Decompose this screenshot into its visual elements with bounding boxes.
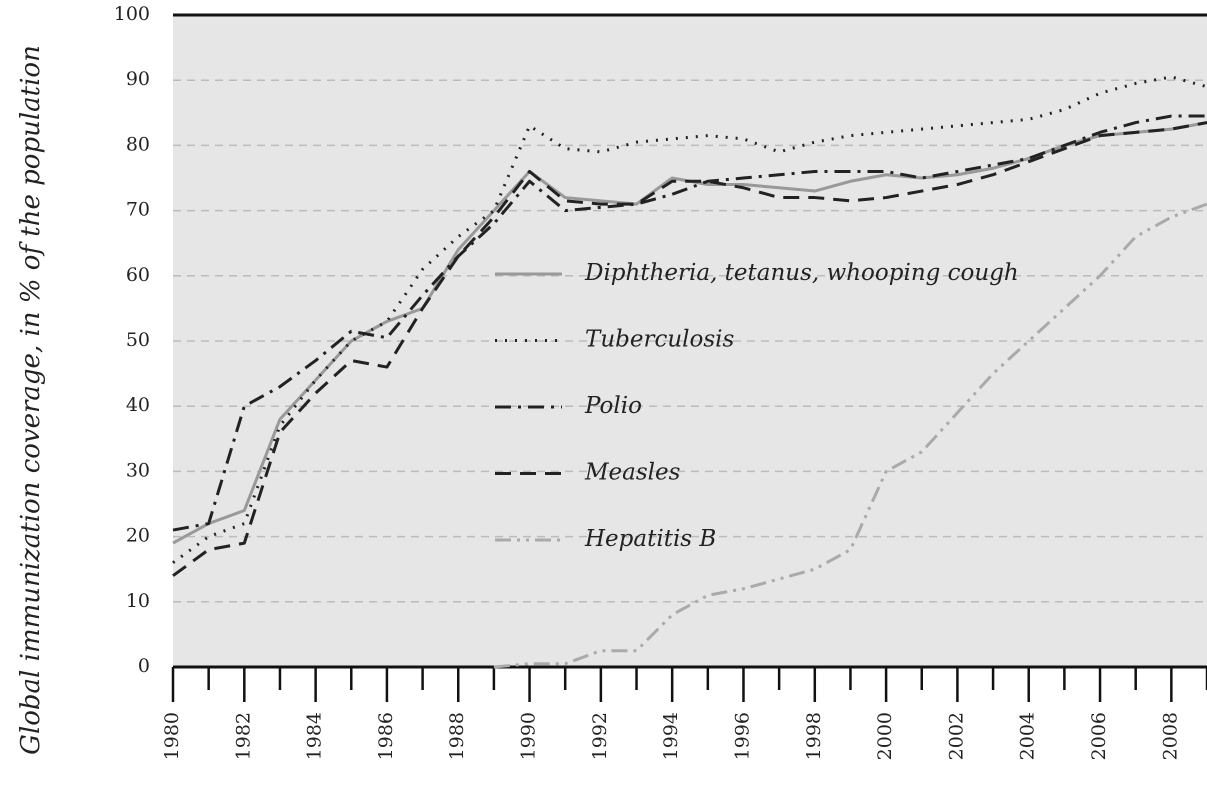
legend-label: Hepatitis B bbox=[584, 526, 716, 552]
x-tick-label: 1986 bbox=[375, 712, 397, 760]
x-tick-label: 1992 bbox=[589, 712, 611, 760]
series-line bbox=[172, 114, 1207, 532]
x-tick-label: 1996 bbox=[731, 712, 753, 760]
series-line bbox=[172, 121, 1207, 577]
legend-label: Diphtheria, tetanus, whooping cough bbox=[584, 260, 1019, 286]
x-tick-label: 2004 bbox=[1017, 712, 1039, 760]
y-tick-label: 30 bbox=[126, 459, 150, 481]
y-tick-label: 90 bbox=[126, 68, 150, 90]
y-axis-label: Global immunization coverage, in % of th… bbox=[16, 45, 46, 755]
x-tick-label: 2000 bbox=[874, 712, 896, 760]
y-tick-label: 60 bbox=[126, 264, 150, 286]
y-tick-label: 0 bbox=[138, 655, 150, 677]
x-tick-label: 1994 bbox=[660, 712, 682, 760]
y-tick-label: 20 bbox=[126, 525, 150, 547]
x-tick-label: 1998 bbox=[803, 712, 825, 760]
x-tick-label: 1980 bbox=[161, 712, 183, 760]
y-tick-label: 50 bbox=[126, 329, 150, 351]
x-tick-label: 2006 bbox=[1088, 712, 1110, 760]
legend-label: Tuberculosis bbox=[585, 327, 735, 353]
x-tick-label: 2008 bbox=[1159, 712, 1181, 760]
x-tick-label: 1982 bbox=[232, 712, 254, 760]
x-tick-label: 1988 bbox=[446, 712, 468, 760]
y-tick-label: 10 bbox=[126, 590, 150, 612]
x-tick-label: 1984 bbox=[304, 712, 326, 760]
y-tick-label: 100 bbox=[114, 3, 150, 25]
y-tick-label: 70 bbox=[126, 199, 150, 221]
series-line bbox=[493, 202, 1207, 669]
x-tick-label: 2002 bbox=[945, 712, 967, 760]
y-tick-label: 40 bbox=[126, 394, 150, 416]
y-tick-label: 80 bbox=[126, 133, 150, 155]
x-tick-label: 1990 bbox=[518, 712, 540, 760]
legend-label: Measles bbox=[584, 460, 681, 486]
legend-label: Polio bbox=[584, 393, 642, 419]
